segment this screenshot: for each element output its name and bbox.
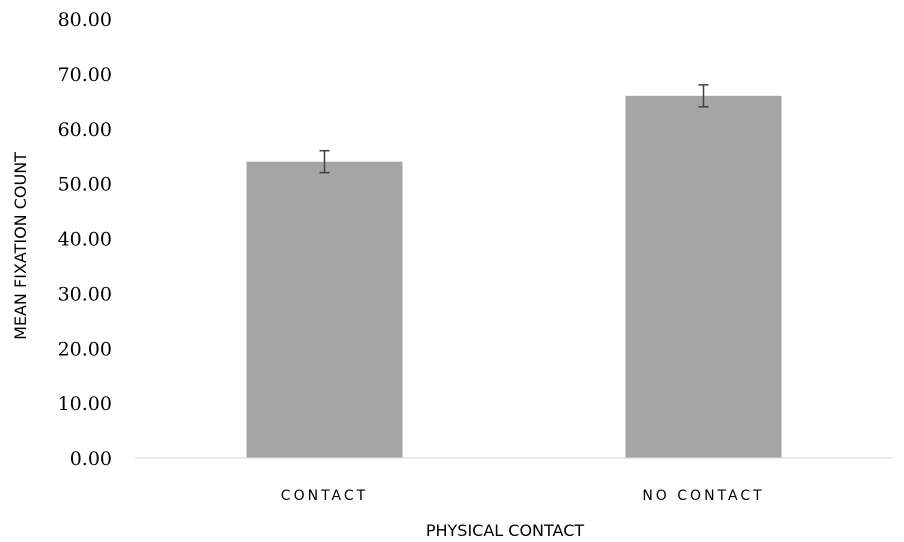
y-tick-label: 30.00	[58, 283, 112, 305]
y-axis-ticks: 0.00 10.00 20.00 30.00 40.00 50.00 60.00 70.00 8…	[58, 9, 112, 470]
bar	[246, 161, 403, 459]
bars	[246, 95, 782, 459]
y-tick-label: 50.00	[58, 174, 112, 196]
bar	[625, 95, 782, 458]
x-category-label: CONTACT	[281, 488, 368, 504]
error-bar	[319, 149, 330, 174]
x-axis-categories: CONTACT NO CONTACT	[281, 488, 764, 504]
error-bars	[319, 84, 709, 174]
y-tick-label: 10.00	[58, 393, 112, 415]
y-tick-label: 20.00	[58, 338, 112, 360]
error-bar	[698, 84, 709, 108]
y-tick-label: 70.00	[58, 64, 112, 86]
x-category-label: NO CONTACT	[642, 488, 764, 504]
y-axis-title: MEAN FIXATION COUNT	[11, 152, 30, 340]
y-tick-label: 0.00	[70, 448, 112, 470]
y-tick-label: 40.00	[58, 229, 112, 251]
y-tick-label: 60.00	[58, 119, 112, 141]
x-axis-title: PHYSICAL CONTACT	[426, 521, 585, 540]
y-tick-label: 80.00	[58, 9, 112, 31]
